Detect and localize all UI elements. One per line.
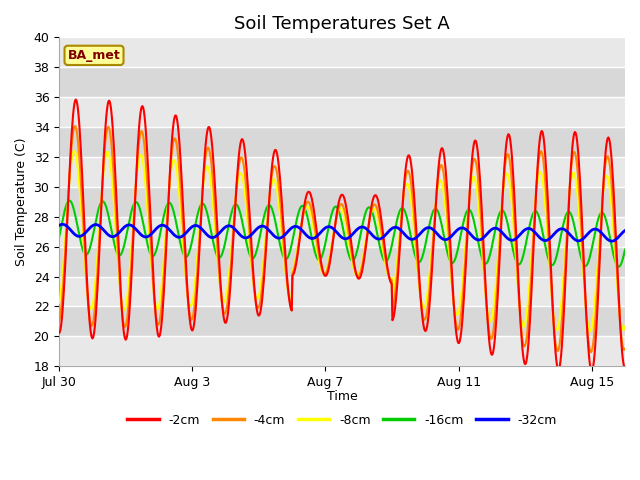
Bar (59, 307, 625, 336)
Text: BA_met: BA_met (68, 49, 120, 62)
Bar (59, 276, 625, 307)
Y-axis label: Soil Temperature (C): Soil Temperature (C) (15, 138, 28, 266)
Legend: -2cm, -4cm, -8cm, -16cm, -32cm: -2cm, -4cm, -8cm, -16cm, -32cm (122, 409, 562, 432)
Bar (59, 187, 625, 217)
X-axis label: Time: Time (326, 390, 358, 403)
Bar (59, 336, 625, 366)
Bar (59, 217, 625, 247)
Bar (59, 247, 625, 276)
Bar (59, 37, 625, 67)
Title: Soil Temperatures Set A: Soil Temperatures Set A (234, 15, 450, 33)
Bar (59, 157, 625, 187)
Bar (59, 127, 625, 157)
Bar (59, 67, 625, 97)
Bar (59, 97, 625, 127)
